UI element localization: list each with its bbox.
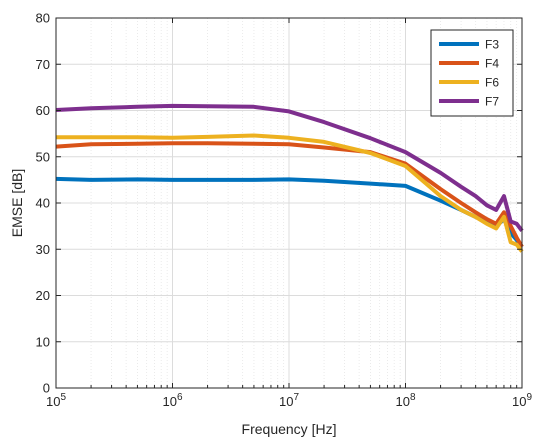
y-axis-label: EMSE [dB] bbox=[9, 169, 25, 237]
y-tick-label: 30 bbox=[36, 242, 50, 257]
legend-label-f7: F7 bbox=[485, 95, 499, 109]
x-tick-label: 109 bbox=[512, 392, 532, 409]
legend-label-f4: F4 bbox=[485, 57, 499, 71]
legend-label-f3: F3 bbox=[485, 38, 499, 52]
y-tick-label: 40 bbox=[36, 196, 50, 211]
y-tick-label: 50 bbox=[36, 149, 50, 164]
x-tick-label: 106 bbox=[162, 392, 182, 409]
axis-ticks bbox=[55, 17, 523, 389]
x-tick-labels: 105 106 107 108 109 bbox=[46, 392, 532, 409]
series-line-f6 bbox=[56, 133, 524, 253]
series-lines bbox=[55, 103, 524, 253]
legend-label-f6: F6 bbox=[485, 76, 499, 90]
y-tick-label: 10 bbox=[36, 334, 50, 349]
y-tick-label: 20 bbox=[36, 288, 50, 303]
y-tick-label: 0 bbox=[43, 381, 50, 396]
y-tick-label: 60 bbox=[36, 103, 50, 118]
y-tick-label: 70 bbox=[36, 57, 50, 72]
series-line-f4 bbox=[55, 141, 524, 248]
y-tick-label: 80 bbox=[36, 11, 50, 26]
x-tick-label: 108 bbox=[395, 392, 415, 409]
series-line-f7 bbox=[55, 103, 524, 233]
y-tick-labels: 0 10 20 30 40 50 60 70 80 bbox=[36, 11, 50, 396]
x-tick-label: 105 bbox=[46, 392, 66, 409]
x-axis-label: Frequency [Hz] bbox=[242, 421, 337, 437]
legend: F3 F4 F6 F7 bbox=[430, 29, 514, 117]
x-tick-label: 107 bbox=[279, 392, 299, 409]
